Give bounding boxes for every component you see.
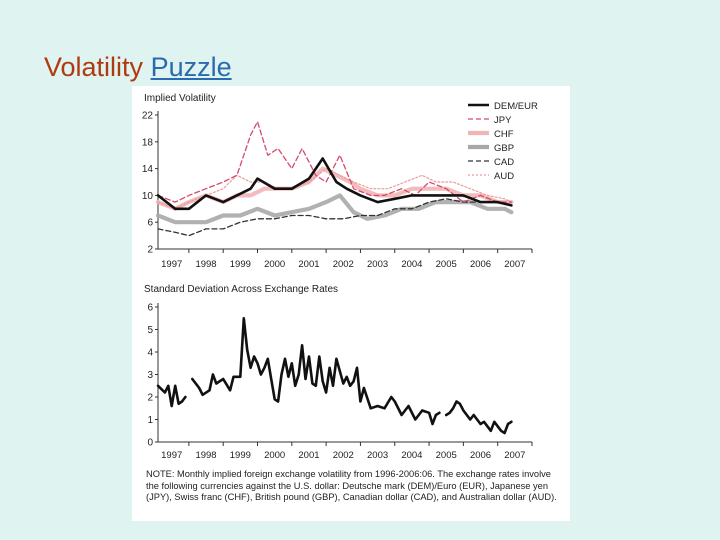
legend-label: CHF (494, 129, 514, 140)
series-line-dem-eur (156, 157, 513, 211)
y-tick-label: 4 (147, 348, 153, 359)
x-tick-label: 2001 (298, 259, 319, 270)
x-tick-label: 2003 (367, 450, 388, 461)
x-tick-label: 2007 (504, 259, 525, 270)
chart-title: Standard Deviation Across Exchange Rates (144, 284, 338, 295)
y-tick-label: 2 (147, 245, 153, 256)
y-tick-label: 6 (147, 303, 153, 314)
legend-label: CAD (494, 157, 514, 168)
series-line-gbp (155, 193, 514, 225)
y-tick-label: 6 (147, 218, 153, 229)
slide-title-link[interactable]: Puzzle (150, 52, 232, 82)
x-tick-label: 1997 (161, 450, 182, 461)
series-line-standard-deviation (190, 317, 441, 426)
x-tick-label: 1998 (195, 259, 216, 270)
y-tick-label: 2 (147, 393, 153, 404)
y-tick-label: 3 (147, 370, 153, 381)
x-tick-label: 1998 (195, 450, 216, 461)
x-tick-label: 1999 (230, 259, 251, 270)
x-tick-label: 2004 (401, 450, 422, 461)
series-line-jpy (157, 121, 513, 203)
y-tick-label: 22 (142, 111, 154, 122)
slide-title: Volatility Puzzle (44, 50, 232, 84)
x-tick-label: 2005 (436, 450, 457, 461)
y-tick-label: 1 (147, 415, 153, 426)
y-tick-label: 5 (147, 325, 153, 336)
x-tick-label: 1999 (230, 450, 251, 461)
slide-title-part1: Volatility (44, 52, 144, 82)
x-tick-label: 1997 (161, 259, 182, 270)
x-tick-label: 2002 (333, 259, 354, 270)
x-tick-label: 2005 (436, 259, 457, 270)
series-line-standard-deviation (156, 384, 187, 408)
figure-panel: Implied Volatility 22 18 14 10 6 2 1997 1998 1999… (132, 86, 570, 521)
x-tick-label: 2000 (264, 259, 285, 270)
chart-title: Implied Volatility (144, 93, 216, 104)
series-line-cad (157, 198, 513, 237)
x-tick-label: 2002 (333, 450, 354, 461)
figure-note: NOTE: Monthly implied foreign exchange v… (146, 469, 557, 503)
x-tick-label: 2006 (470, 450, 491, 461)
legend-label: GBP (494, 143, 514, 154)
x-tick-label: 2004 (401, 259, 422, 270)
legend-label: DEM/EUR (494, 101, 538, 112)
legend-label: AUD (494, 171, 514, 182)
y-tick-label: 0 (147, 438, 153, 449)
series-line-aud (157, 167, 512, 210)
x-tick-label: 2006 (470, 259, 491, 270)
legend-label: JPY (494, 115, 512, 126)
series-line-standard-deviation (444, 400, 513, 435)
x-tick-label: 2001 (298, 450, 319, 461)
x-tick-label: 2000 (264, 450, 285, 461)
x-tick-label: 2007 (504, 450, 525, 461)
x-tick-label: 2003 (367, 259, 388, 270)
y-tick-label: 10 (142, 191, 154, 202)
y-tick-label: 14 (142, 164, 154, 175)
y-tick-label: 18 (142, 137, 154, 148)
